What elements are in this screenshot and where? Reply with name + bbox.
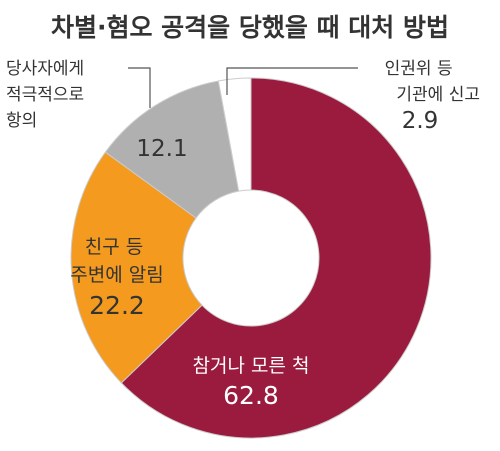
chart-title: 차별·혐오 공격을 당했을 때 대처 방법: [51, 13, 449, 42]
leader-line-protest: [128, 67, 151, 108]
slice-label-protest: 당사자에게 적극적으로 항의: [6, 59, 90, 131]
slice-label-report: 인권위 등 기관에 신고: [385, 59, 480, 105]
slice-report: [217, 77, 252, 192]
slice-label-protest-line2: 적극적으로: [6, 85, 84, 105]
donut-slices: [70, 77, 432, 439]
slice-value-protest: 12.1: [136, 136, 187, 162]
slice-label-friends-line2: 주변에 알림: [70, 264, 163, 286]
slice-label-report-line2: 기관에 신고: [396, 85, 480, 105]
slice-ignore: [120, 77, 432, 439]
leader-line-report: [226, 67, 358, 95]
slice-value-report: 2.9: [402, 108, 439, 134]
slice-protest: [104, 80, 240, 219]
slice-label-friends: 친구 등 주변에 알림: [70, 236, 163, 286]
slice-label-friends-line1: 친구 등: [85, 236, 143, 258]
slice-label-protest-line3: 항의: [6, 111, 37, 131]
slice-friends: [70, 151, 203, 384]
slice-label-report-line1: 인권위 등: [385, 59, 453, 79]
slice-value-friends: 22.2: [89, 291, 145, 320]
slice-label-protest-line1: 당사자에게: [6, 59, 84, 79]
slice-label-ignore: 참거나 모른 척: [193, 355, 310, 377]
slice-value-ignore: 62.8: [223, 381, 279, 410]
